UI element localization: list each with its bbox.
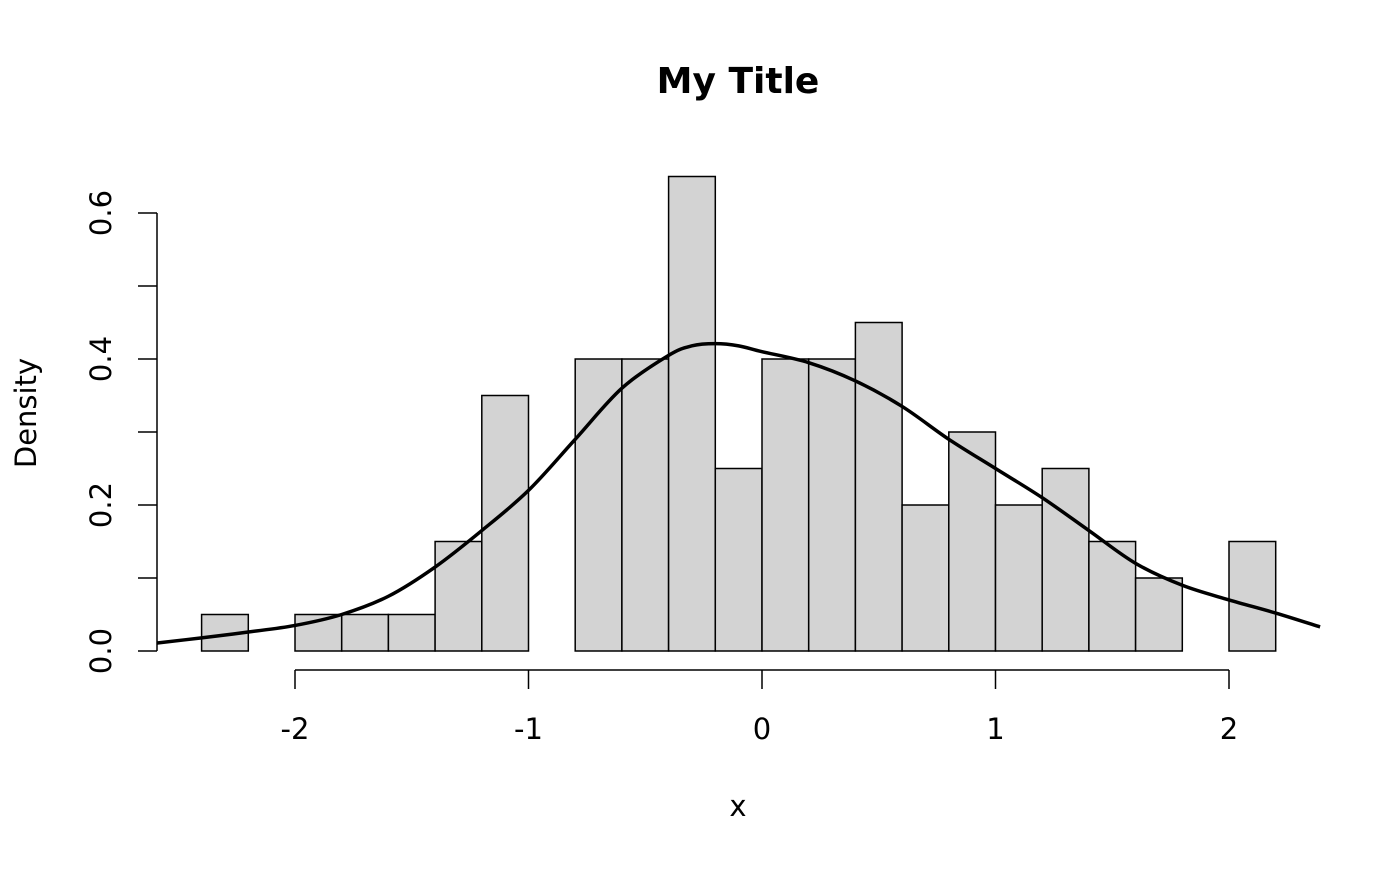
x-tick-label: 2 — [1220, 712, 1238, 746]
histogram-bar — [714, 467, 763, 652]
histogram-bar — [1041, 467, 1090, 652]
y-axis-label: Density — [9, 358, 43, 468]
histogram-bar — [574, 358, 623, 652]
x-tick-label: 0 — [753, 712, 771, 746]
x-axis-label: x — [729, 789, 746, 823]
x-tick-label: -2 — [281, 712, 310, 746]
histogram-bar — [1134, 577, 1184, 652]
histogram-bar — [340, 613, 390, 652]
density-curve — [157, 341, 1321, 645]
histogram-bar — [434, 540, 483, 652]
histogram-bar — [667, 175, 717, 652]
x-tick-label: 1 — [986, 712, 1004, 746]
histogram-bar — [761, 358, 810, 652]
histogram-bar — [901, 504, 950, 652]
y-tick-label: 0.4 — [84, 336, 118, 382]
y-tick-label: 0.2 — [84, 482, 118, 528]
histogram-bar — [387, 613, 436, 652]
histogram-bar — [621, 358, 670, 652]
x-tick-label: -1 — [514, 712, 543, 746]
histogram-bar — [854, 321, 903, 652]
y-tick-label: 0.0 — [84, 628, 118, 674]
y-tick-label: 0.6 — [84, 190, 118, 236]
histogram-bar — [994, 504, 1043, 652]
histogram-bar — [807, 358, 857, 652]
chart-title: My Title — [657, 61, 820, 102]
histogram-bar — [1228, 540, 1277, 652]
